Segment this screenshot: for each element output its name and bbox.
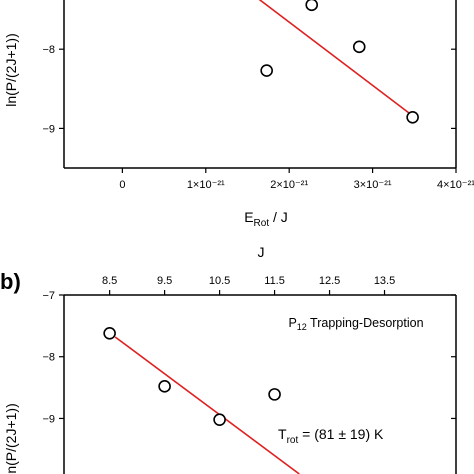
panel-b-top-tick-label: 10.5 <box>209 275 230 287</box>
panel-b-top-tick-label: 12.5 <box>319 275 340 287</box>
panel-b-annotation-title-main: P <box>288 316 296 330</box>
panel-a-ytick-label: −9 <box>42 123 55 135</box>
panel-b-data-point <box>103 326 116 340</box>
panel-a-xtick-label: 3×10⁻²¹ <box>354 179 392 191</box>
panel-b-plot-area: 8.5 9.5 10.5 11.5 12.5 13.5 −7 −8 −9 <box>42 275 457 474</box>
panel-a-xlabel-main: E <box>244 209 253 225</box>
panel-b-annotation-title-rest: Trapping-Desorption <box>307 316 424 330</box>
panel-a-data-point <box>352 40 366 54</box>
panel-a-xlabel: ERot / J <box>244 209 288 229</box>
panel-a: −7−8−901×10⁻²¹2×10⁻²¹3×10⁻²¹4×10⁻²¹ ln(P… <box>3 0 474 229</box>
panel-b-annotation-temp: Trot = (81 ± 19) K <box>278 426 384 446</box>
panel-b-ytick-label: −8 <box>42 352 55 364</box>
panel-a-fit-line <box>258 0 414 117</box>
panel-b-ytick-label: −7 <box>42 290 55 302</box>
panel-b-top-axis-label: J <box>258 244 265 260</box>
panel-a-xtick-label: 4×10⁻²¹ <box>437 179 474 191</box>
panel-a-xtick-label: 0 <box>119 179 125 191</box>
panel-a-ytick-label: −8 <box>42 44 55 56</box>
panel-b-annotation-temp-main: T <box>278 426 287 442</box>
panel-b-fit-line <box>114 336 300 474</box>
panel-a-plot-area: −7−8−901×10⁻²¹2×10⁻²¹3×10⁻²¹4×10⁻²¹ <box>42 0 474 191</box>
panel-b-top-tick-label: 8.5 <box>102 275 117 287</box>
panel-a-ylabel: ln(P/(2J+1)) <box>3 33 19 107</box>
panel-a-x-axis-label: ERot / J <box>244 209 288 229</box>
panel-b-top-tick-label: 9.5 <box>157 275 172 287</box>
panel-b-annotation-title: P12 Trapping-Desorption <box>288 316 423 332</box>
panel-a-xtick-label: 1×10⁻²¹ <box>187 179 225 191</box>
panel-a-data-point <box>406 111 419 124</box>
panel-b-top-tick-label: 11.5 <box>264 275 285 287</box>
panel-b-ylabel: ln(P/(2J+1)) <box>3 403 19 474</box>
panel-a-xtick-label: 2×10⁻²¹ <box>270 179 308 191</box>
panel-a-xlabel-sub: Rot <box>254 218 270 229</box>
panel-a-y-axis-label: ln(P/(2J+1)) <box>3 33 19 107</box>
panel-b-top-tick-label: 13.5 <box>374 275 395 287</box>
panel-b-annotation-temp-rest: = (81 ± 19) K <box>298 426 384 442</box>
panel-a-xlabel-unit: / J <box>269 209 288 225</box>
panel-b-data-point <box>268 388 281 401</box>
panel-b-label: b) <box>0 269 21 294</box>
panel-b: b) J 8.5 9.5 10.5 11.5 12.5 13.5 −7 −8 −9 ln(P/(… <box>0 244 457 474</box>
panel-a-data-point <box>260 64 273 77</box>
panel-b-annotation-title-sub: 12 <box>297 322 307 332</box>
panel-b-y-axis-label: ln(P/(2J+1)) <box>3 403 19 474</box>
panel-b-data-point <box>158 380 171 393</box>
panel-a-data-point <box>305 0 319 12</box>
panel-b-ytick-label: −9 <box>42 413 55 425</box>
panel-b-annotation-temp-sub: rot <box>287 435 299 446</box>
panel-b-data-point <box>213 413 226 426</box>
